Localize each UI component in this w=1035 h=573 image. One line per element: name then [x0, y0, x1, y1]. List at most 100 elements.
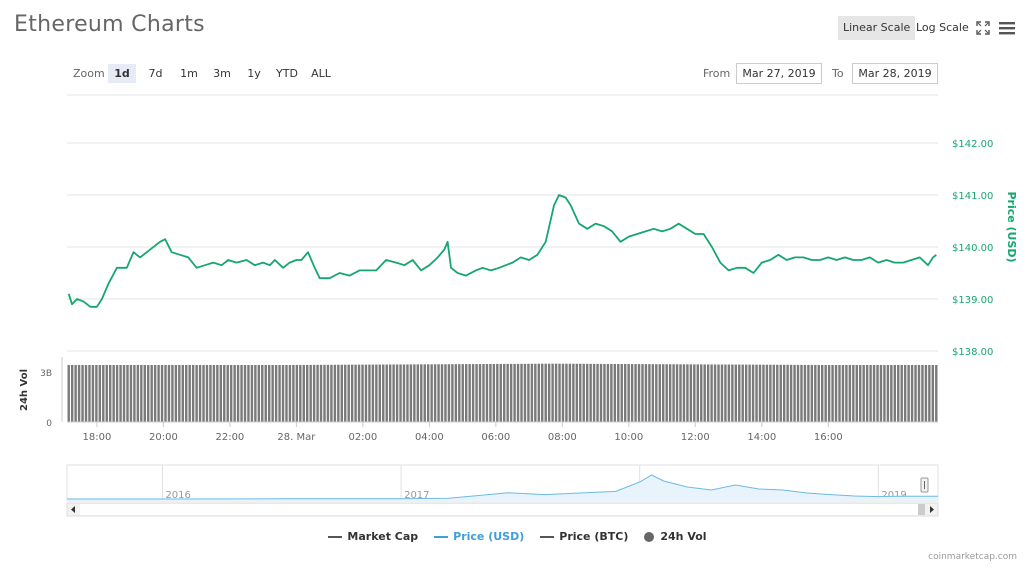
volume-bar: [288, 364, 292, 422]
fullscreen-icon[interactable]: [976, 21, 990, 35]
volume-bar: [499, 363, 502, 422]
volume-bar: [713, 364, 717, 422]
volume-bar: [202, 365, 205, 422]
volume-bar: [786, 364, 789, 422]
volume-bar: [126, 365, 129, 422]
volume-bar: [696, 364, 699, 422]
volume-bar: [558, 363, 561, 422]
volume-bar: [592, 363, 596, 422]
volume-bar: [672, 364, 675, 422]
volume-bar: [814, 364, 817, 422]
zoom-button-1y[interactable]: 1y: [247, 67, 261, 80]
volume-bar: [641, 364, 644, 422]
volume-bar: [392, 364, 395, 422]
volume-bar: [710, 364, 713, 422]
zoom-button-all[interactable]: ALL: [311, 67, 331, 80]
volume-bar: [921, 365, 924, 422]
volume-bar: [613, 363, 617, 422]
volume-bar: [147, 365, 150, 422]
volume-bar: [585, 363, 589, 422]
volume-bar: [229, 365, 233, 422]
volume-bar: [610, 363, 613, 422]
volume-bar: [644, 364, 648, 422]
page-title: Ethereum Charts: [14, 12, 205, 37]
volume-bar: [720, 364, 724, 422]
volume-bar: [309, 364, 312, 422]
volume-bar: [738, 364, 741, 422]
linear-scale-button[interactable]: Linear Scale: [838, 16, 916, 40]
scroll-right-icon: [930, 506, 934, 513]
volume-bar: [136, 365, 140, 422]
volume-bar: [433, 364, 437, 422]
volume-axis-title: 24h Vol: [19, 369, 30, 411]
volume-bar: [855, 365, 858, 422]
volume-bar: [160, 365, 164, 422]
x-tick-label: 14:00: [747, 432, 776, 443]
volume-bar: [503, 363, 506, 422]
zoom-button-3m[interactable]: 3m: [213, 67, 231, 80]
volume-bar: [765, 364, 769, 422]
volume-bar: [264, 365, 267, 422]
legend-item-24h-vol[interactable]: 24h Vol: [644, 530, 707, 543]
volume-bar: [492, 363, 496, 422]
volume-bar: [800, 364, 803, 422]
legend-item-market-cap[interactable]: Market Cap: [328, 530, 418, 543]
volume-bar: [375, 364, 378, 422]
volume-bar: [703, 364, 706, 422]
credits-link[interactable]: coinmarketcap.com: [928, 552, 1017, 562]
volume-bar: [865, 365, 869, 422]
zoom-button-7d[interactable]: 7d: [148, 67, 163, 80]
volume-bar: [347, 364, 350, 422]
legend-swatch: [434, 536, 449, 538]
price-tick-label: $141.00: [952, 191, 993, 202]
volume-bar: [267, 365, 271, 422]
x-tick-label: 10:00: [614, 432, 643, 443]
volume-bar: [496, 363, 499, 422]
volume-bar: [772, 364, 776, 422]
volume-bar: [274, 365, 278, 422]
menu-icon[interactable]: [999, 21, 1015, 35]
volume-bar: [883, 365, 886, 422]
volume-bar: [914, 365, 917, 422]
volume-bar: [897, 365, 900, 422]
volume-bar: [544, 363, 547, 422]
volume-bar: [95, 365, 98, 422]
volume-bar: [890, 365, 893, 422]
price-tick-label: $140.00: [952, 243, 993, 254]
log-scale-button[interactable]: Log Scale: [916, 21, 969, 34]
volume-bar: [278, 365, 281, 422]
x-tick-label: 12:00: [681, 432, 710, 443]
volume-bar: [689, 364, 693, 422]
volume-bar: [271, 365, 274, 422]
volume-bar: [247, 365, 250, 422]
volume-bar: [679, 364, 682, 422]
volume-bar: [430, 364, 433, 422]
to-date-input[interactable]: [852, 63, 938, 84]
legend-item-price-btc[interactable]: Price (BTC): [540, 530, 628, 543]
legend-label: Price (USD): [453, 530, 525, 543]
navigator-scrollbar-thumb: [918, 504, 925, 515]
zoom-button-1d[interactable]: 1d: [108, 64, 136, 83]
volume-bar: [181, 365, 184, 422]
volume-bar: [240, 365, 243, 422]
chart-legend: Market Cap Price (USD) Price (BTC) 24h Vol: [0, 530, 1035, 543]
volume-bar: [682, 364, 686, 422]
price-tick-label: $139.00: [952, 295, 993, 306]
volume-bar: [402, 364, 406, 422]
volume-bar: [755, 364, 758, 422]
volume-bar: [734, 364, 738, 422]
zoom-button-ytd[interactable]: YTD: [276, 67, 298, 80]
volume-bar: [209, 365, 212, 422]
volume-bar: [506, 363, 509, 422]
volume-bar: [527, 363, 530, 422]
volume-bar: [261, 365, 264, 422]
zoom-button-1m[interactable]: 1m: [180, 67, 198, 80]
volume-bar: [776, 364, 779, 422]
legend-item-price-usd[interactable]: Price (USD): [434, 530, 524, 543]
volume-bar: [281, 365, 285, 422]
x-tick-label: 02:00: [348, 432, 377, 443]
volume-bar: [810, 364, 814, 422]
volume-bar: [188, 365, 191, 422]
from-date-input[interactable]: [736, 63, 822, 84]
